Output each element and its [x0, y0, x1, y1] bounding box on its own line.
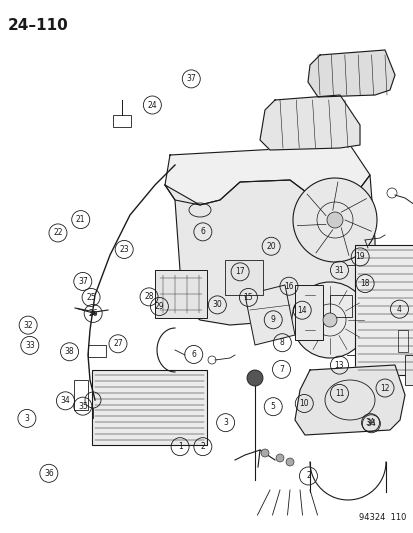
Text: 30: 30 — [212, 301, 222, 309]
Circle shape — [247, 370, 262, 386]
Text: 23: 23 — [119, 245, 129, 254]
Bar — [224, 260, 262, 295]
Circle shape — [275, 454, 283, 462]
Text: 94324  110: 94324 110 — [358, 513, 405, 522]
Bar — [354, 245, 413, 375]
Text: 7: 7 — [278, 365, 283, 374]
Text: 2: 2 — [305, 472, 310, 480]
Text: 17: 17 — [235, 268, 244, 276]
Text: 29: 29 — [154, 302, 164, 311]
Text: 33: 33 — [25, 341, 35, 350]
Text: 19: 19 — [354, 253, 364, 261]
Text: 34: 34 — [366, 419, 375, 428]
Text: 6: 6 — [200, 228, 205, 236]
Text: 5: 5 — [270, 402, 275, 411]
Text: 34: 34 — [60, 397, 70, 405]
Text: 3: 3 — [223, 418, 228, 427]
Polygon shape — [307, 50, 394, 97]
Bar — [92, 370, 206, 445]
Bar — [404, 355, 413, 385]
Text: 9: 9 — [270, 316, 275, 324]
Circle shape — [260, 449, 268, 457]
Bar — [329, 295, 351, 317]
Text: 4: 4 — [396, 305, 401, 313]
Text: 3: 3 — [24, 414, 29, 423]
Text: 20: 20 — [266, 242, 275, 251]
Circle shape — [285, 458, 293, 466]
Circle shape — [326, 212, 342, 228]
Text: 25: 25 — [86, 293, 96, 302]
Text: 35: 35 — [78, 402, 88, 410]
Text: 11: 11 — [334, 389, 343, 398]
Polygon shape — [259, 95, 359, 150]
Text: 18: 18 — [360, 279, 369, 288]
Text: 1: 1 — [177, 442, 182, 451]
Circle shape — [292, 178, 376, 262]
Text: 26: 26 — [88, 309, 98, 318]
Text: 12: 12 — [380, 384, 389, 392]
Text: 24: 24 — [147, 101, 157, 109]
Text: 10: 10 — [299, 399, 309, 408]
Circle shape — [322, 313, 336, 327]
Text: 24–110: 24–110 — [8, 18, 69, 33]
Text: 8: 8 — [279, 338, 284, 347]
Text: 38: 38 — [64, 348, 74, 356]
Text: 6: 6 — [191, 350, 196, 359]
Bar — [113, 115, 131, 127]
Polygon shape — [165, 175, 374, 325]
Text: 36: 36 — [44, 469, 54, 478]
Text: 37: 37 — [78, 277, 88, 286]
Text: 16: 16 — [283, 282, 293, 290]
Polygon shape — [244, 285, 294, 345]
Bar — [88, 345, 106, 357]
Text: 3A: 3A — [365, 418, 375, 427]
Text: 37: 37 — [186, 75, 196, 83]
Text: 27: 27 — [113, 340, 123, 348]
Text: 32: 32 — [23, 321, 33, 329]
Bar — [397, 330, 407, 352]
Text: 22: 22 — [53, 229, 62, 237]
Bar — [294, 285, 322, 340]
Bar — [154, 270, 206, 318]
Text: 14: 14 — [297, 306, 306, 314]
Text: 28: 28 — [144, 293, 153, 301]
Bar — [74, 380, 88, 410]
Text: 15: 15 — [243, 293, 253, 302]
Text: 21: 21 — [76, 215, 85, 224]
Polygon shape — [294, 365, 404, 435]
Text: 2: 2 — [200, 442, 205, 451]
Text: 13: 13 — [334, 361, 344, 369]
Text: 31: 31 — [334, 266, 344, 274]
Polygon shape — [165, 145, 369, 205]
Circle shape — [291, 282, 367, 358]
